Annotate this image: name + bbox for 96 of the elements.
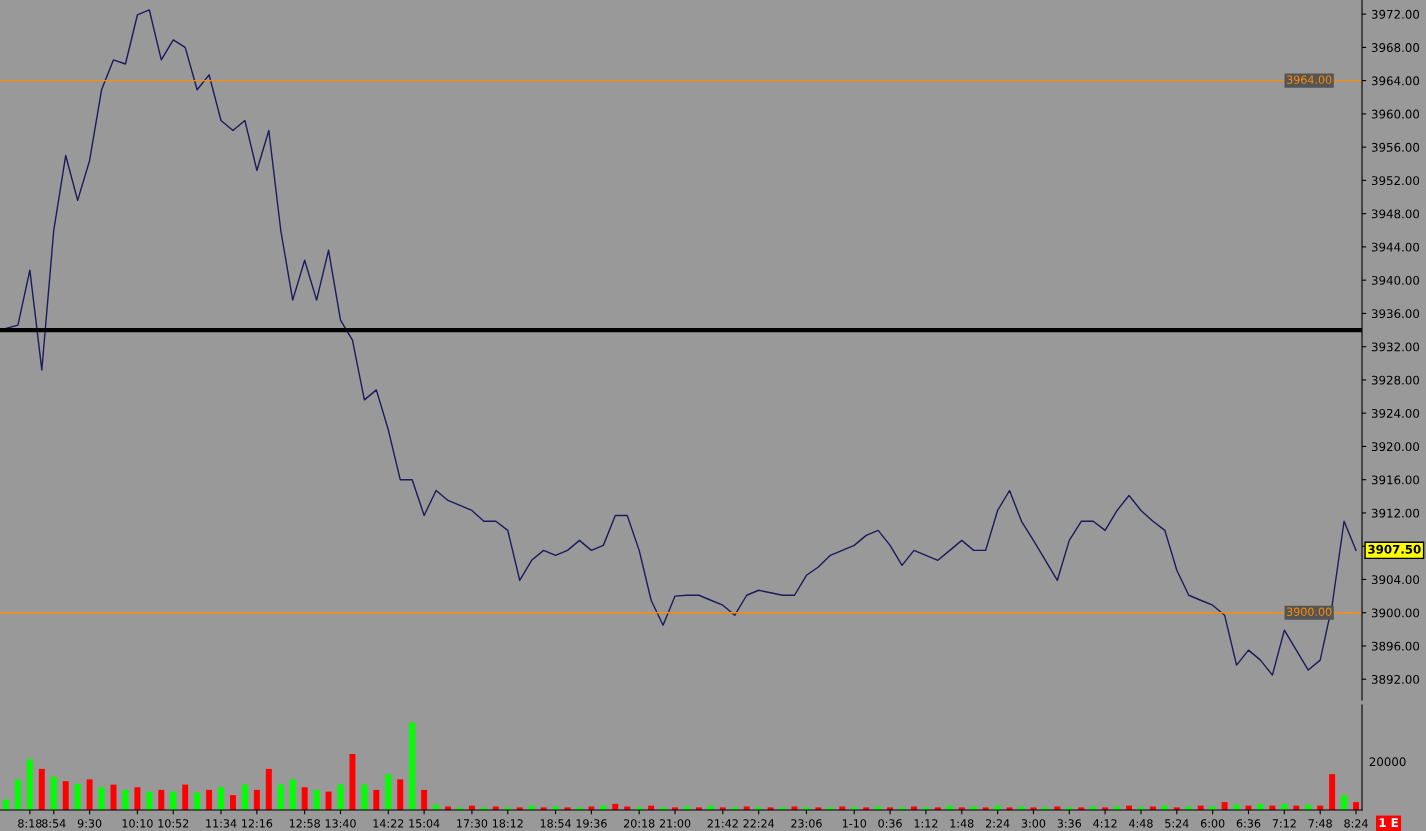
y-tick-label: 3892.00 [1371, 674, 1420, 684]
y-tick-label: 3920.00 [1371, 442, 1420, 452]
x-tick-label: 3:36 [1057, 819, 1082, 828]
x-tick-label: 21:00 [659, 819, 691, 828]
bar [50, 776, 57, 810]
text: 20000 [1369, 757, 1406, 767]
x-tick-label: 17:30 [457, 819, 488, 828]
y-tick-label: 3944.00 [1371, 242, 1420, 252]
bar [385, 774, 392, 810]
bar [349, 754, 356, 810]
ref-line-label: 3900.00 [1287, 607, 1332, 616]
bar [194, 792, 201, 810]
y-tick-label: 3956.00 [1371, 142, 1420, 152]
bar [14, 779, 21, 810]
y-tick-label: 3912.00 [1371, 508, 1420, 518]
x-tick-label: 5:24 [1165, 819, 1189, 828]
line-series [5, 9, 1357, 676]
x-tick-label: 21:42 [707, 819, 738, 828]
x-tick-label: 6:36 [1236, 819, 1261, 828]
y-tick-label: 3940.00 [1371, 275, 1420, 285]
y-tick-label: 3972.00 [1371, 9, 1420, 19]
y-tick-label: 3928.00 [1371, 375, 1420, 385]
y-tick-label: 3916.00 [1371, 475, 1420, 485]
y-tick-label: 3896.00 [1371, 641, 1420, 651]
y-tick-label: 3936.00 [1371, 309, 1420, 319]
y-tick-label: 3960.00 [1371, 109, 1420, 119]
y-tick-label: 3952.00 [1371, 176, 1420, 186]
x-tick-label: 10:52 [158, 819, 189, 828]
x-tick-label: 1-10 [842, 819, 867, 828]
bar [289, 779, 296, 810]
x-tick-label: 11:34 [206, 819, 237, 828]
bar [253, 789, 260, 810]
bar [229, 795, 236, 810]
bar [397, 779, 404, 810]
bar [265, 768, 272, 810]
x-tick-label: 18:54 [540, 819, 571, 828]
bar [62, 781, 69, 810]
bar [86, 779, 93, 810]
bar [1341, 795, 1348, 810]
x-tick-label: 8:24 [1344, 819, 1368, 828]
text: 1 E [1379, 818, 1398, 827]
bar [277, 784, 284, 810]
x-tick-label: 9:30 [77, 819, 102, 828]
bar [170, 791, 177, 810]
x-tick-label: 18:12 [492, 819, 523, 828]
bar [98, 787, 105, 810]
x-tick-label: 23:06 [791, 819, 822, 828]
bar [206, 789, 213, 810]
bar [146, 791, 153, 810]
ref-line-label: 3964.00 [1287, 75, 1332, 84]
x-tick-label: 19:36 [576, 819, 607, 828]
bar [301, 787, 308, 810]
x-tick-label: 13:40 [325, 819, 356, 828]
bar [325, 791, 332, 810]
x-tick-label: 8:18 [18, 819, 42, 828]
y-tick-label: 3932.00 [1371, 342, 1420, 352]
x-tick-label: 0:36 [878, 819, 902, 828]
y-tick-label: 3948.00 [1371, 209, 1420, 219]
x-tick-label: 22:24 [743, 819, 775, 828]
bar [74, 783, 81, 810]
bar [421, 789, 428, 810]
x-tick-label: 10:10 [122, 819, 153, 828]
x-tick-label: 2:24 [985, 819, 1010, 828]
bar [134, 787, 141, 810]
y-tick-label: 3924.00 [1371, 408, 1420, 418]
bar [158, 789, 165, 810]
x-tick-label: 14:22 [373, 819, 404, 828]
bar [38, 768, 45, 810]
x-tick-label: 1:48 [950, 819, 974, 828]
x-tick-label: 15:04 [409, 819, 440, 828]
bar [361, 784, 368, 810]
bar [1329, 774, 1336, 810]
y-tick-label: 3964.00 [1371, 76, 1420, 86]
bar [122, 789, 129, 810]
y-tick-label: 3968.00 [1371, 43, 1420, 53]
y-tick-label: 3900.00 [1371, 608, 1420, 618]
x-tick-label: 12:16 [242, 819, 273, 828]
bar [409, 722, 416, 810]
x-tick-label: 1:12 [914, 819, 938, 828]
x-tick-label: 7:12 [1272, 819, 1296, 828]
bar [373, 789, 380, 810]
x-tick-label: 6:00 [1200, 819, 1225, 828]
bar [313, 789, 320, 810]
x-tick-label: 20:18 [623, 819, 655, 828]
x-tick-label: 7:48 [1308, 819, 1332, 828]
x-tick-label: 12:58 [289, 819, 320, 828]
bar [218, 787, 225, 810]
x-tick-label: 4:12 [1093, 819, 1117, 828]
x-tick-label: 8:54 [42, 819, 66, 828]
annotation: 3907.50 [1368, 544, 1421, 554]
bar [182, 784, 189, 810]
bar [241, 784, 248, 810]
bar [26, 759, 33, 810]
y-tick-label: 3904.00 [1371, 575, 1420, 585]
x-tick-label: 4:48 [1129, 819, 1153, 828]
x-tick-label: 3:00 [1021, 819, 1046, 828]
